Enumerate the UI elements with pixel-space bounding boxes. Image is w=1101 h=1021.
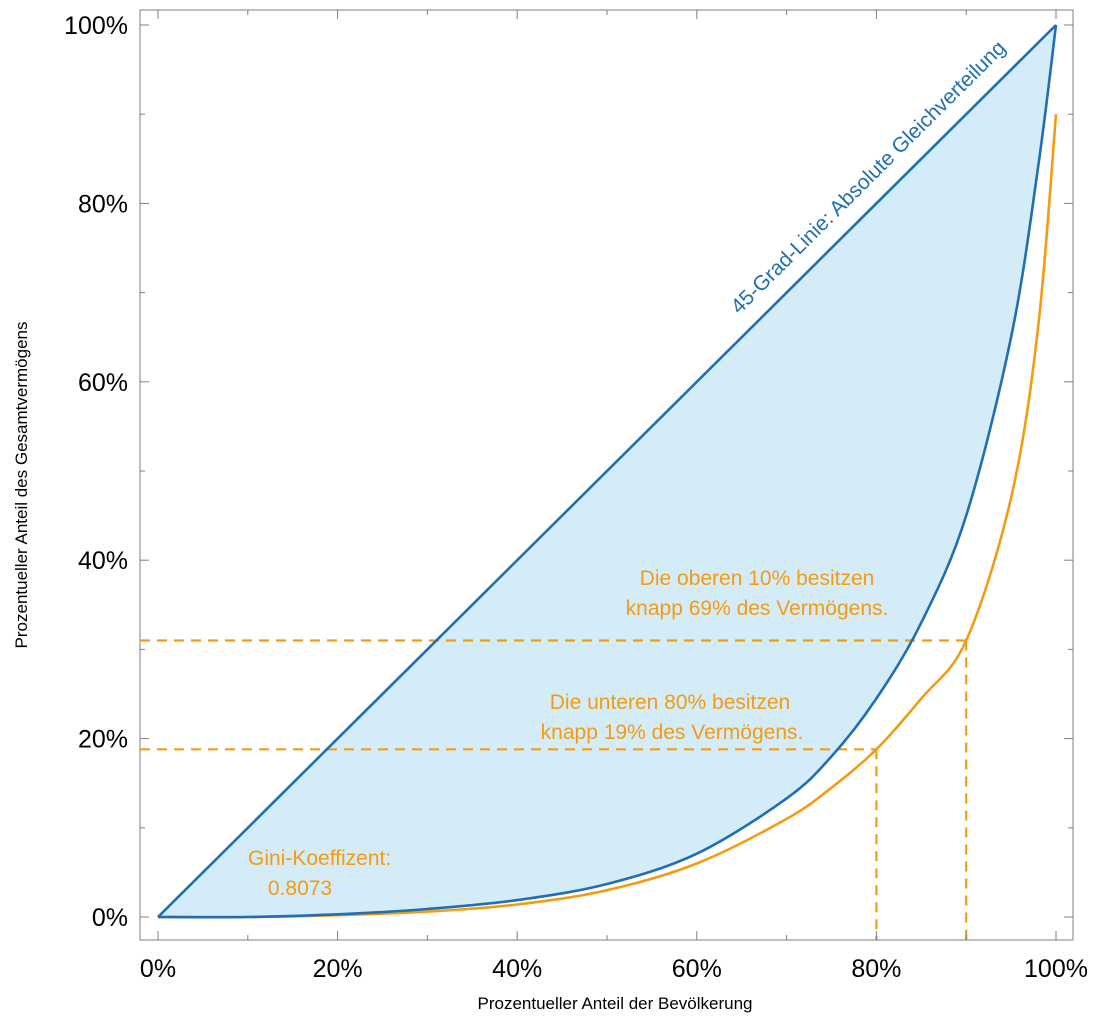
x-tick-label: 80% [851, 955, 901, 983]
annotation-1: Die oberen 10% besitzen knapp 69% des Ver… [626, 567, 889, 620]
x-tick-label: 0% [140, 955, 176, 983]
y-tick-label: 100% [64, 12, 128, 40]
y-tick-label: 40% [78, 547, 128, 575]
annotation-line: knapp 19% des Vermögens. [541, 721, 804, 744]
y-tick-label: 0% [92, 904, 128, 932]
lorenz-curve-blue-line [157, 24, 1058, 919]
annotation-3: Gini-Koeffizent: 0.8073 [248, 847, 391, 900]
annotation-line: Gini-Koeffizent: [248, 847, 391, 870]
y-tick-label: 60% [78, 369, 128, 397]
annotation-line: Die unteren 80% besitzen [550, 691, 791, 714]
annotation-line: Die oberen 10% besitzen [640, 567, 875, 590]
y-axis-title: Prozentueller Anteil des Gesamtvermögens [12, 322, 31, 649]
x-axis-title: Prozentueller Anteil der Bevölkerung [478, 994, 753, 1013]
y-tick-label: 20% [78, 726, 128, 754]
annotation-line: knapp 69% des Vermögens. [626, 597, 889, 620]
lorenz-curve-orange-line [157, 114, 1058, 919]
y-tick-label: 80% [78, 190, 128, 218]
annotation-2: Die unteren 80% besitzen knapp 19% des Ve… [541, 691, 804, 744]
x-tick-label: 100% [1024, 955, 1088, 983]
equality-line [157, 24, 1057, 918]
x-tick-label: 40% [492, 955, 542, 983]
annotation-line: 0.8073 [268, 877, 332, 900]
x-tick-label: 60% [672, 955, 722, 983]
x-tick-label: 20% [313, 955, 363, 983]
